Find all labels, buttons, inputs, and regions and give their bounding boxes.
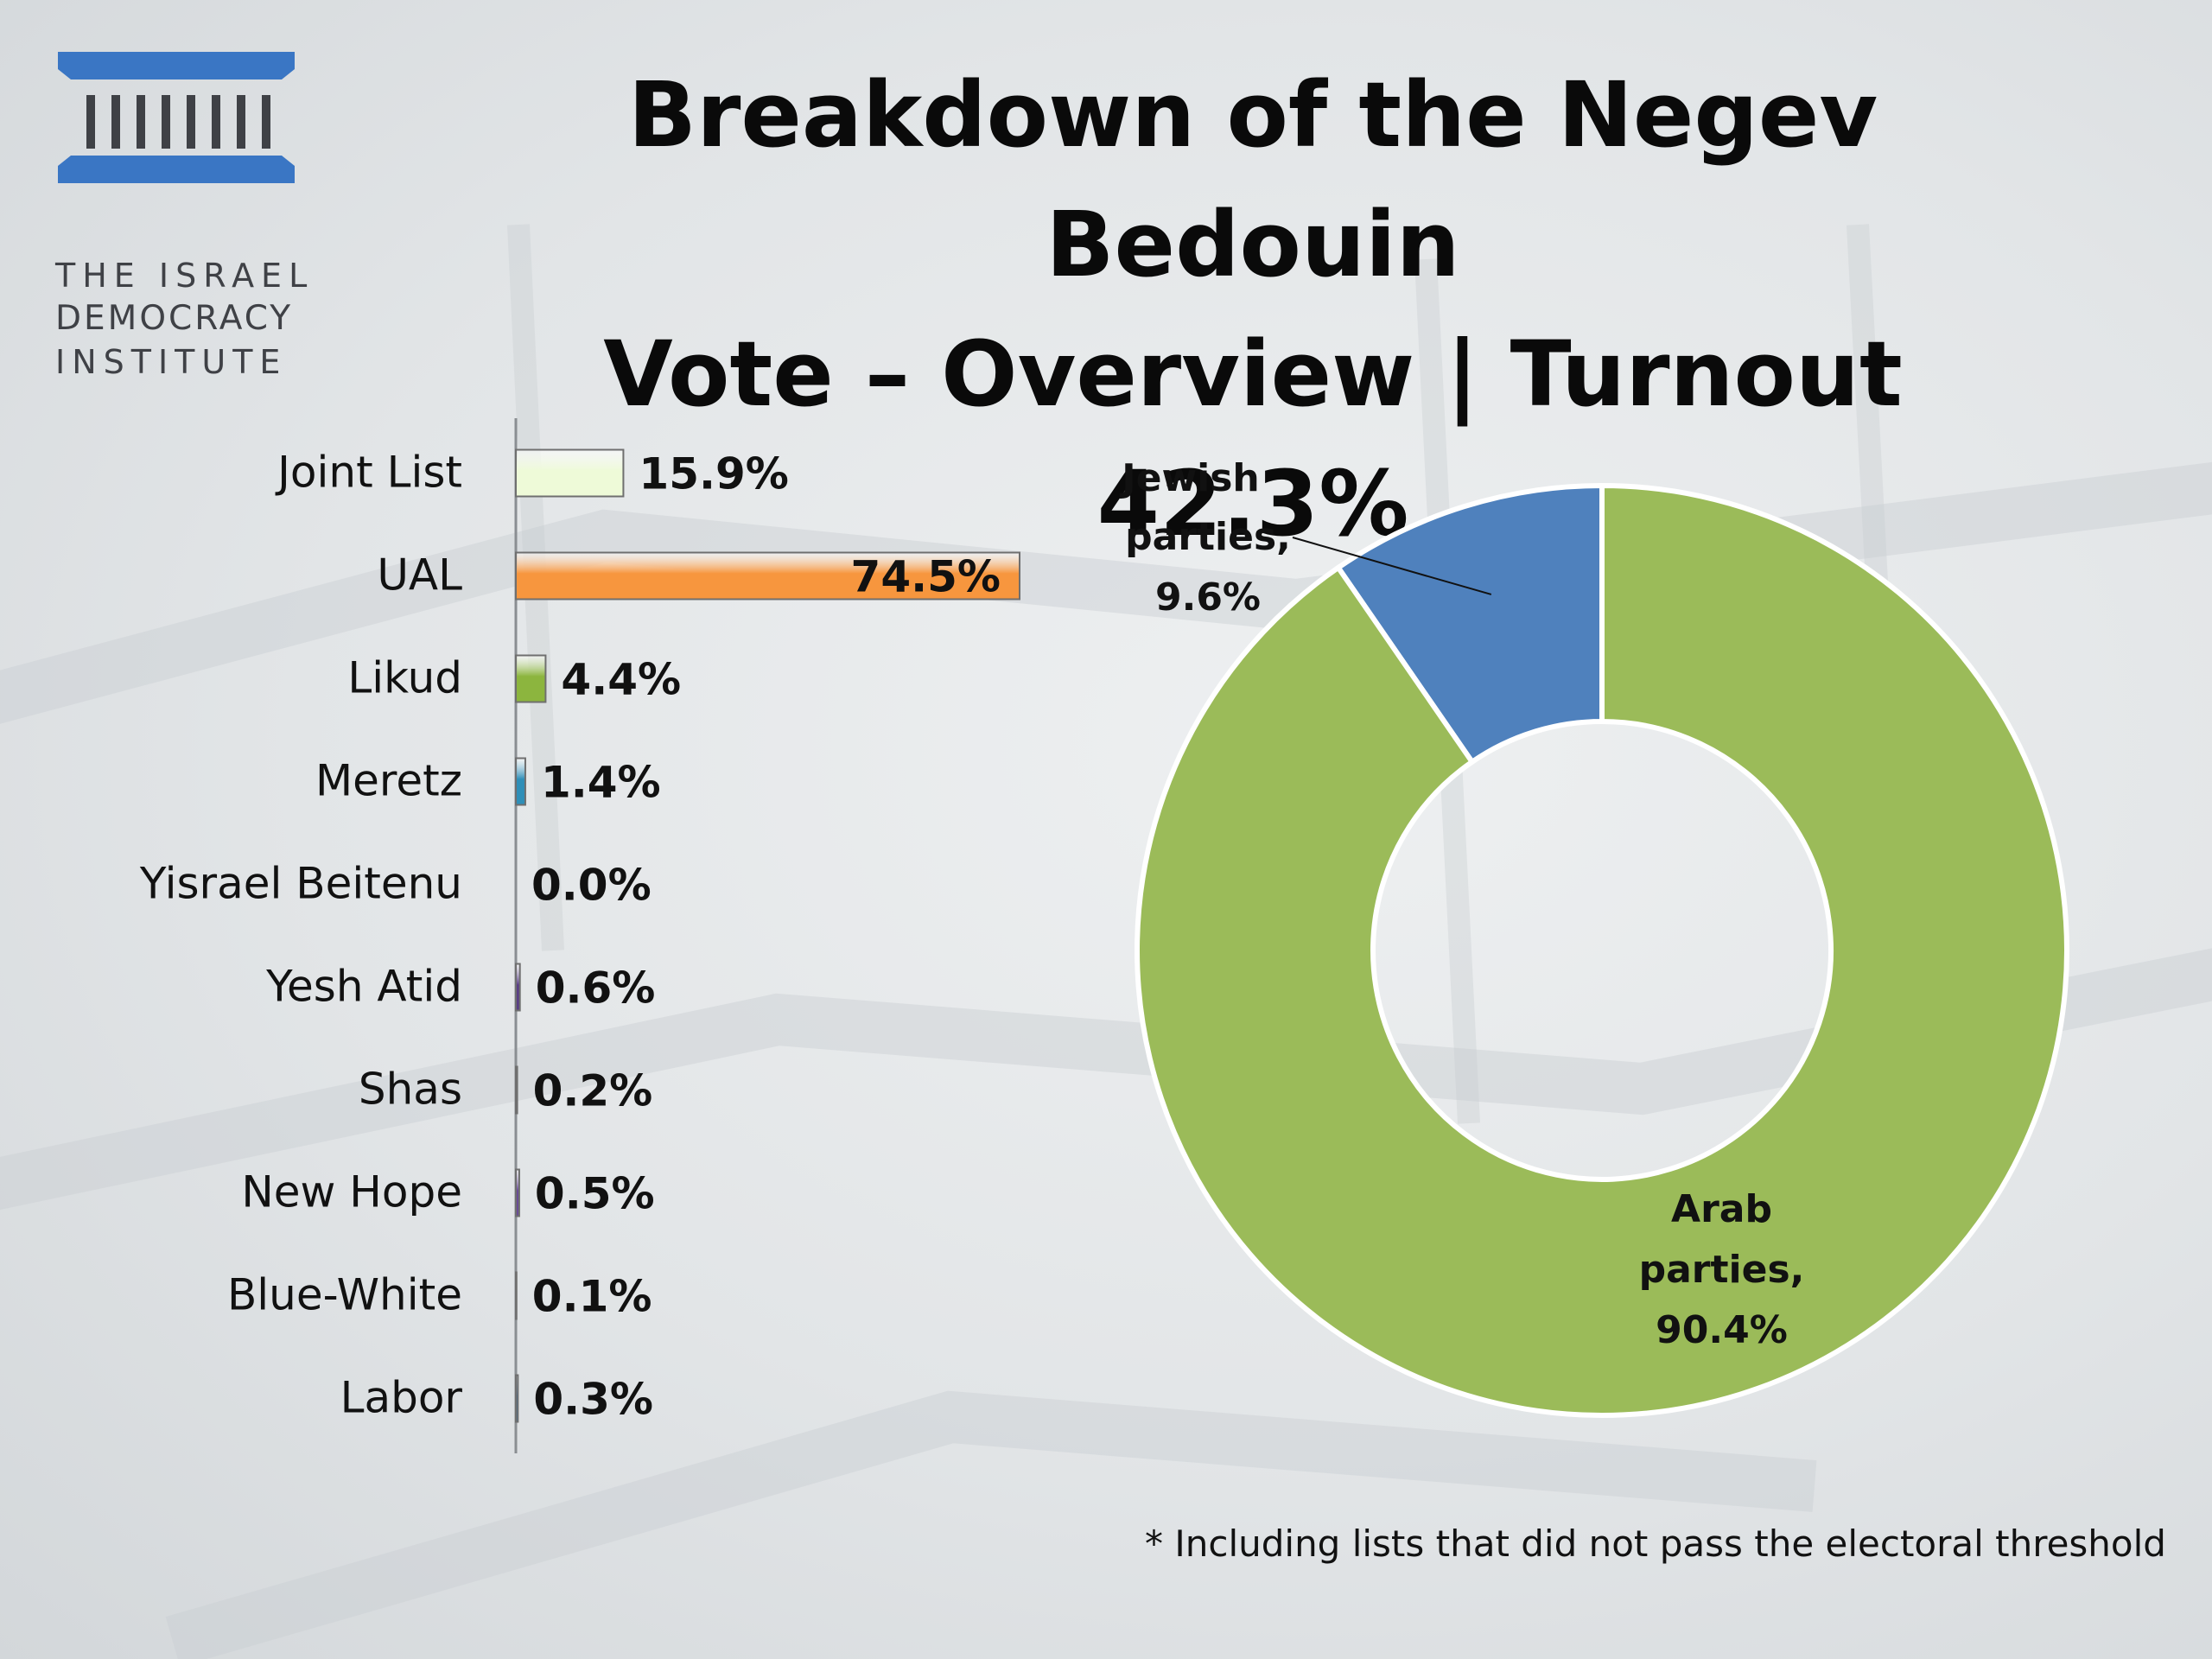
bar-data-label: 4.4% xyxy=(561,655,681,705)
donut-label-jewish-word: Jewish xyxy=(1119,456,1259,500)
logo-text-line-2: DEMOCRACY xyxy=(55,299,294,338)
logo-text-line-1: THE ISRAEL xyxy=(55,257,315,295)
bar xyxy=(515,963,521,1012)
donut-label-jewish-value: 9.6% xyxy=(1155,575,1261,620)
donut-slice-jewish xyxy=(1334,482,1605,766)
bar-data-label: 0.5% xyxy=(535,1169,655,1219)
title-line-2: Vote – Overview | Turnout 42.3% xyxy=(603,321,1903,556)
bar xyxy=(515,757,526,806)
bar-data-label: 15.9% xyxy=(639,449,788,499)
bar-data-label: 0.3% xyxy=(533,1375,653,1425)
bar-data-label: 74.5% xyxy=(851,552,1001,602)
institute-building-icon xyxy=(58,52,295,183)
bar xyxy=(515,654,547,703)
bar-category-label: Meretz xyxy=(315,756,462,806)
title-line-1: Breakdown of the Negev Bedouin xyxy=(627,62,1878,297)
bar-data-label: 0.6% xyxy=(536,963,656,1014)
bar-chart: Joint List 15.9% UAL 74.5% Likud 4.4% Meretz 1.… xyxy=(139,418,1020,1453)
donut-slice-arab xyxy=(1135,482,2069,1418)
donut-label-arab-line1: parties, xyxy=(1639,1248,1805,1292)
bar xyxy=(515,1168,520,1217)
bar-data-label: 1.4% xyxy=(541,758,661,808)
bar xyxy=(515,1065,518,1115)
donut-label-arab-word: Arab xyxy=(1671,1187,1772,1231)
bar-category-label: Yisrael Beitenu xyxy=(139,859,462,909)
donut-label-arab-value: 90.4% xyxy=(1656,1308,1788,1352)
bar-data-label: 0.0% xyxy=(531,861,652,911)
logo: THE ISRAEL DEMOCRACY INSTITUTE xyxy=(55,50,315,384)
bar-category-label: Joint List xyxy=(275,448,462,498)
bar-data-label: 0.2% xyxy=(533,1066,653,1116)
bar xyxy=(515,448,625,498)
bar xyxy=(515,551,1020,601)
page-title: Breakdown of the Negev Bedouin Vote – Ov… xyxy=(432,50,2074,569)
bar-data-label: 0.1% xyxy=(532,1272,652,1322)
footnote: * Including lists that did not pass the … xyxy=(1145,1522,2166,1565)
bar-category-label: Likud xyxy=(347,653,462,703)
bar xyxy=(515,1374,519,1423)
bar-category-label: Labor xyxy=(340,1373,463,1423)
donut-label-jewish-line1: parties, xyxy=(1125,515,1291,559)
bar-category-label: Yesh Atid xyxy=(265,962,462,1012)
donut-leader-line xyxy=(1292,537,1492,595)
logo-text-line-3: INSTITUTE xyxy=(55,343,288,381)
bar-category-label: Shas xyxy=(359,1065,462,1115)
bar xyxy=(515,1271,518,1320)
bar-category-label: UAL xyxy=(377,550,462,601)
donut-chart: parties, 9.6% parties, 90.4% Jewish Arab xyxy=(1119,456,2069,1418)
bar-category-label: Blue-White xyxy=(227,1270,462,1320)
bar-category-label: New Hope xyxy=(241,1167,462,1217)
